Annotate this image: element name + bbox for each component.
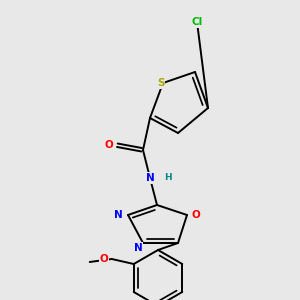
Text: N: N bbox=[114, 210, 122, 220]
Text: N: N bbox=[146, 173, 154, 183]
Text: O: O bbox=[192, 210, 200, 220]
Text: H: H bbox=[164, 173, 172, 182]
Text: O: O bbox=[105, 140, 113, 150]
Text: Cl: Cl bbox=[191, 17, 203, 27]
Text: N: N bbox=[134, 243, 142, 253]
Text: O: O bbox=[99, 254, 108, 264]
Text: S: S bbox=[157, 78, 165, 88]
